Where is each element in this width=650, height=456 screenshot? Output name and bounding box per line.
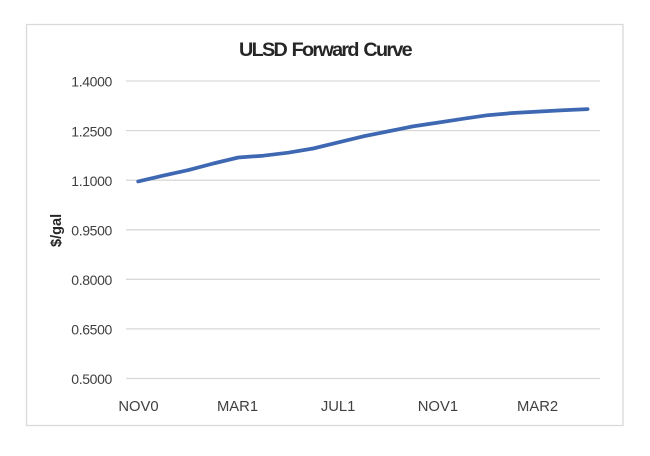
svg-text:1.4000: 1.4000 xyxy=(71,74,112,90)
svg-text:MAR1: MAR1 xyxy=(217,399,258,415)
svg-text:1.2500: 1.2500 xyxy=(71,123,112,139)
svg-text:1.1000: 1.1000 xyxy=(71,173,112,189)
svg-text:0.6500: 0.6500 xyxy=(71,322,112,338)
svg-text:0.8000: 0.8000 xyxy=(71,272,112,288)
svg-text:0.9500: 0.9500 xyxy=(71,223,112,239)
svg-text:$/gal: $/gal xyxy=(49,214,65,247)
svg-text:NOV0: NOV0 xyxy=(118,399,158,415)
svg-text:0.5000: 0.5000 xyxy=(71,371,112,387)
svg-text:JUL1: JUL1 xyxy=(321,399,356,415)
svg-text:MAR2: MAR2 xyxy=(517,399,558,415)
svg-text:ULSD Forward Curve: ULSD Forward Curve xyxy=(239,39,413,61)
svg-text:NOV1: NOV1 xyxy=(418,399,458,415)
